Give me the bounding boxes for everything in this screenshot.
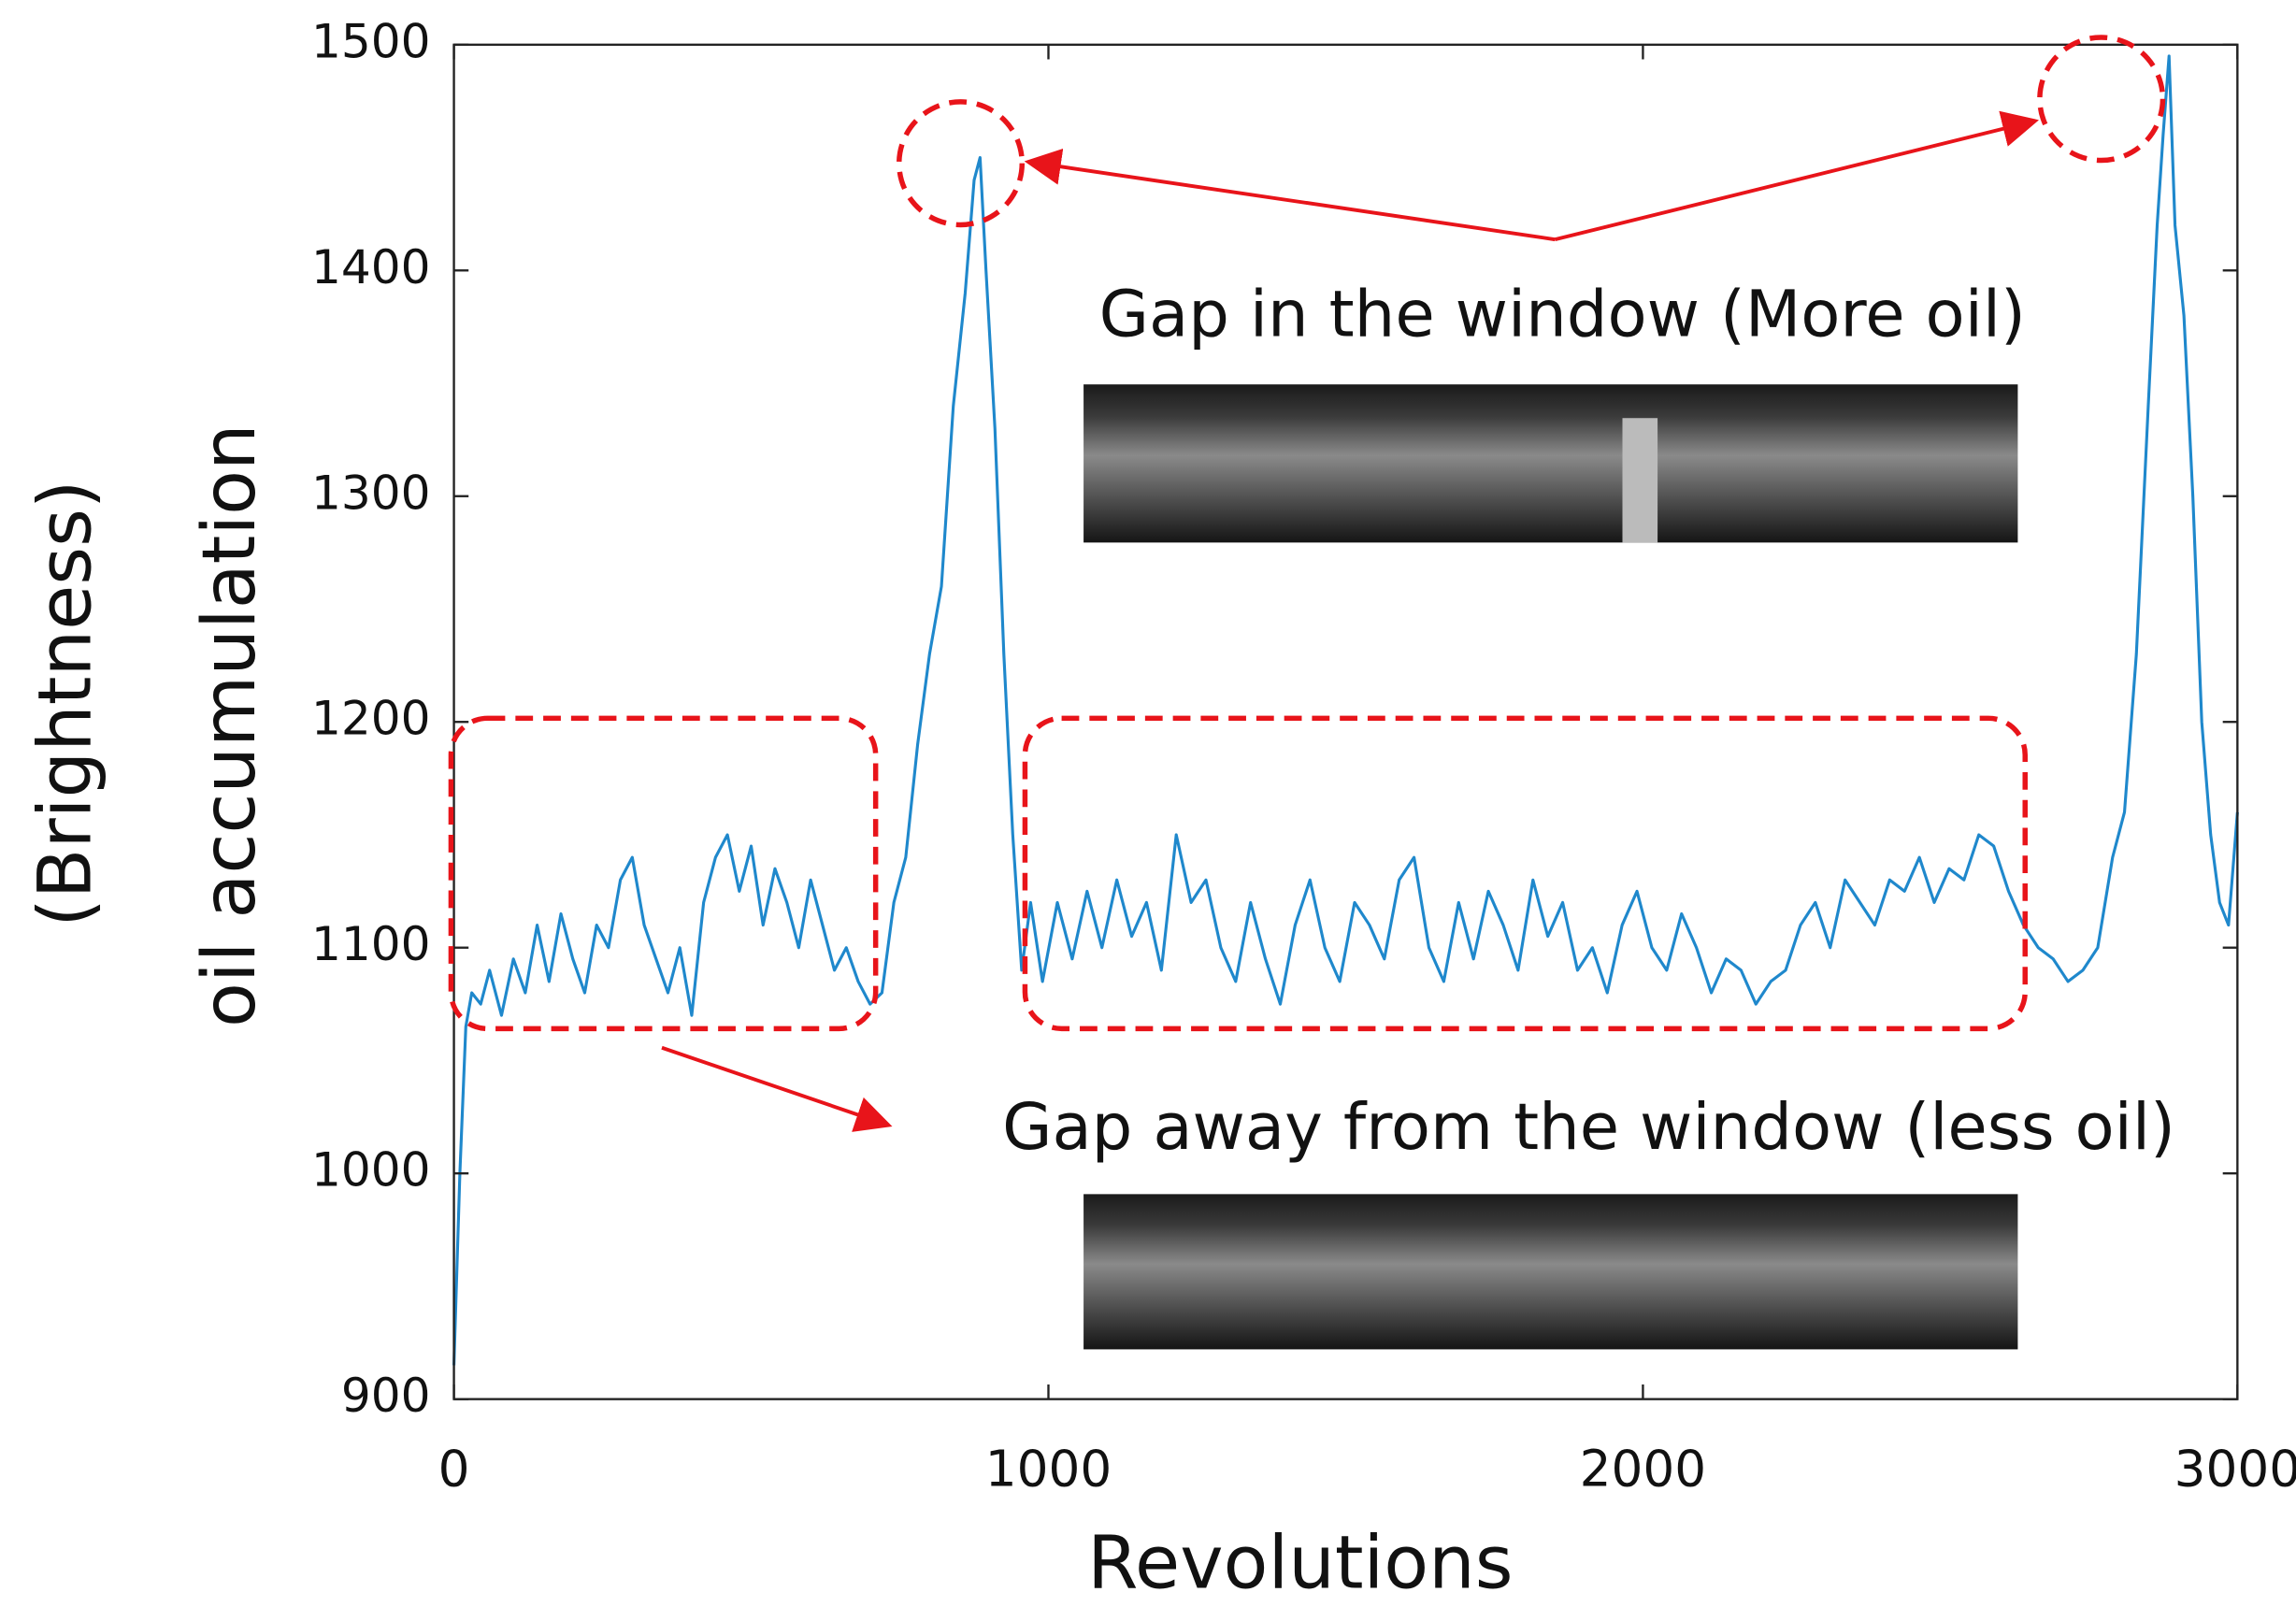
image-gap (1622, 418, 1658, 543)
dashed-box (448, 715, 879, 1032)
arrow (1024, 148, 1556, 242)
dashed-circle (896, 99, 1026, 228)
arrow (661, 1045, 893, 1132)
y-tick-label: 1000 (311, 1142, 431, 1198)
image-window (1083, 384, 2018, 543)
annotation: Gap in the window (More oil) (1099, 278, 2026, 352)
y-axis-label: oil accumulation (187, 423, 272, 1027)
data-line (452, 54, 2239, 1366)
dashed-circle (2037, 35, 2166, 164)
y-tick-label: 1500 (311, 13, 431, 68)
y-tick-label: 900 (341, 1368, 431, 1423)
plot-area (452, 54, 2239, 1366)
dashed-box (1022, 715, 2028, 1032)
y-axis-label: (Brightness) (23, 481, 108, 927)
y-tick-label: 1400 (311, 239, 431, 294)
arrow (1554, 110, 2039, 242)
x-tick-label: 0 (438, 1441, 470, 1499)
annotation: Gap away from the window (less oil) (1002, 1090, 2175, 1165)
x-tick-label: 1000 (985, 1441, 1112, 1499)
x-tick-label: 2000 (1580, 1441, 1707, 1499)
image-away (1083, 1194, 2018, 1350)
x-tick-label: 3000 (2174, 1441, 2296, 1499)
y-tick-label: 1300 (311, 465, 431, 520)
y-tick-label: 1100 (311, 916, 431, 971)
y-tick-label: 1200 (311, 691, 431, 746)
x-axis-label: Revolutions (1087, 1520, 1513, 1605)
